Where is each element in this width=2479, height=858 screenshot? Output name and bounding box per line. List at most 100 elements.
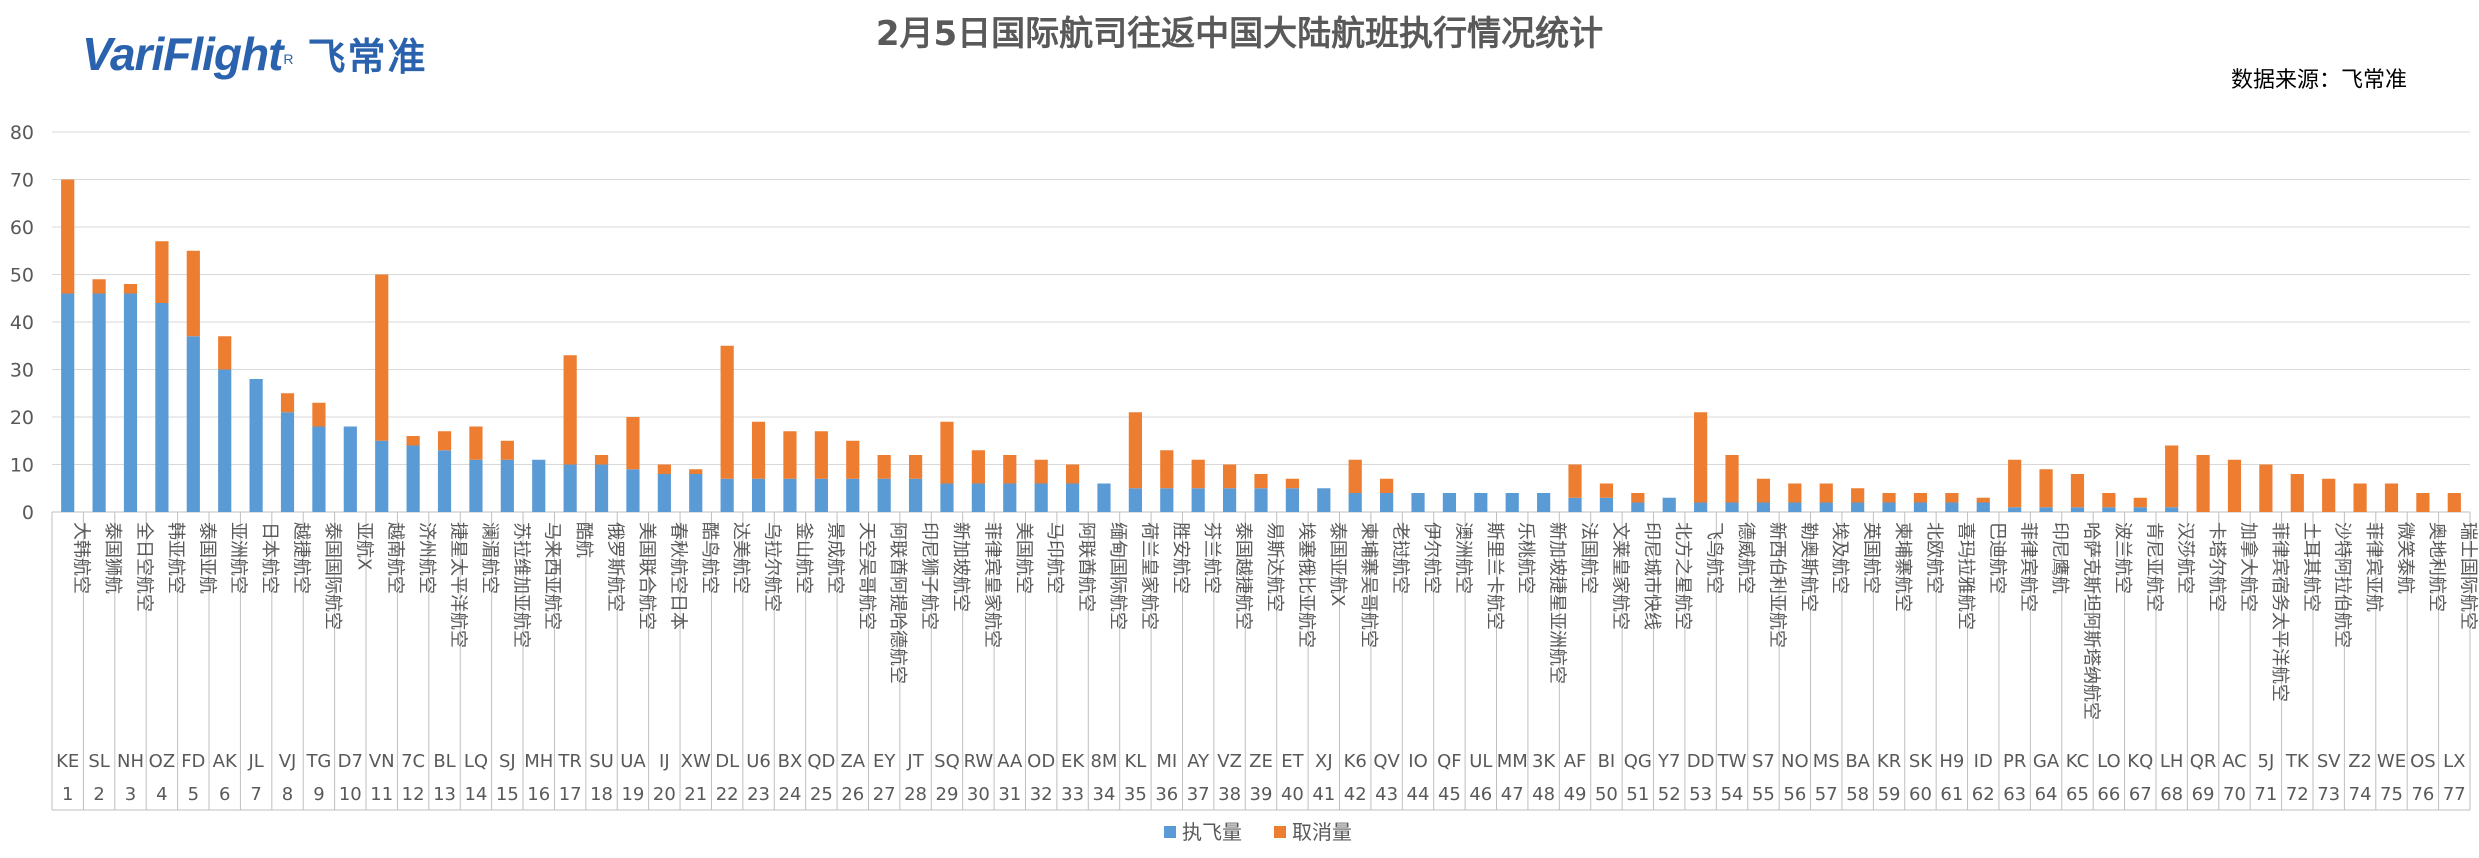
x-category-name: 沙特阿拉伯航空 [2332, 522, 2353, 648]
x-category-code: VN [369, 751, 395, 772]
x-category-index: 46 [1469, 784, 1492, 805]
x-category-index: 60 [1909, 784, 1932, 805]
x-category-code: OS [2410, 751, 2436, 772]
x-category-name: 埃塞俄比亚航空 [1295, 522, 1316, 648]
y-tick-label: 0 [22, 502, 34, 524]
x-category-index: 35 [1124, 784, 1147, 805]
x-category-name: 北方之星航空 [1672, 522, 1693, 630]
x-category-code: D7 [338, 751, 363, 772]
bar-executed [1976, 502, 1990, 512]
x-category-index: 11 [370, 784, 393, 805]
bar-executed [1442, 493, 1457, 512]
bar-cancelled [2322, 478, 2336, 512]
x-category-name: 瑞士国际航空 [2457, 522, 2478, 630]
bar-executed [657, 474, 671, 512]
bar-executed [343, 426, 357, 512]
x-category-index: 18 [590, 784, 613, 805]
x-category-index: 45 [1438, 784, 1461, 805]
bar-executed [1631, 502, 1645, 512]
x-category-code: XJ [1315, 751, 1333, 772]
x-category-code: ID [1974, 751, 1993, 772]
bar-executed [1191, 488, 1205, 512]
x-category-name: 奥地利航空 [2426, 522, 2447, 612]
bar-cancelled [1756, 478, 1771, 503]
bar-executed [1003, 483, 1017, 512]
x-category-index: 34 [1093, 784, 1116, 805]
x-category-name: 英国航空 [1861, 522, 1882, 594]
x-category-code: TR [557, 751, 582, 772]
x-category-index: 33 [1061, 784, 1084, 805]
x-category-name: 土耳其航空 [2300, 522, 2321, 612]
bar-executed [1505, 493, 1519, 512]
bar-cancelled [1003, 455, 1017, 484]
x-category-code: TW [1717, 751, 1747, 772]
x-category-name: 捷星太平洋航空 [448, 522, 469, 648]
bar-cancelled [1945, 493, 1959, 503]
bar-cancelled [2290, 474, 2304, 512]
bar-cancelled [218, 336, 232, 370]
x-category-code: QG [1624, 751, 1652, 772]
x-category-index: 6 [219, 784, 230, 805]
x-category-index: 13 [433, 784, 456, 805]
y-tick-label: 50 [10, 265, 34, 287]
bar-cancelled [1725, 455, 1739, 503]
x-category-index: 72 [2286, 784, 2309, 805]
bar-cancelled [1034, 459, 1048, 484]
x-category-name: 阿联酋阿提哈德航空 [887, 522, 908, 684]
x-category-code: Y7 [1657, 751, 1680, 772]
x-category-index: 19 [621, 784, 644, 805]
bar-cancelled [2353, 483, 2367, 512]
bar-executed [312, 426, 326, 512]
x-category-name: 缅甸国际航空 [1107, 522, 1128, 630]
x-category-name: 德威航空 [1735, 522, 1756, 594]
x-category-name: 菲律宾亚航 [2363, 522, 2384, 612]
x-category-code: 7C [401, 751, 425, 772]
x-category-code: PR [2003, 751, 2026, 772]
x-category-name: 泰国越捷航空 [1233, 522, 1254, 630]
bar-cancelled [877, 455, 891, 479]
bar-executed [563, 464, 577, 512]
bar-cancelled [1568, 464, 1582, 498]
x-category-index: 50 [1595, 784, 1618, 805]
x-category-code: QR [2190, 751, 2217, 772]
bar-executed [1348, 493, 1362, 512]
bar-executed [1537, 493, 1551, 512]
bar-executed [626, 469, 640, 512]
x-category-name: 波兰航空 [2112, 522, 2133, 594]
bar-cancelled [280, 393, 295, 413]
x-category-code: KL [1124, 751, 1146, 772]
x-category-name: 胜安航空 [1170, 522, 1191, 594]
bar-cancelled [783, 431, 797, 479]
x-category-name: 菲律宾航空 [2018, 522, 2039, 612]
x-category-name: 荷兰皇家航空 [1138, 522, 1159, 630]
x-category-index: 71 [2254, 784, 2277, 805]
x-category-index: 57 [1815, 784, 1838, 805]
bar-cancelled [1285, 478, 1299, 489]
bar-cancelled [689, 469, 703, 474]
x-category-name: 天空吴哥航空 [856, 522, 877, 630]
x-category-index: 47 [1501, 784, 1524, 805]
x-category-code: VZ [1217, 751, 1242, 772]
bar-executed [783, 478, 797, 512]
y-tick-label: 10 [10, 455, 34, 477]
x-category-name: 泰国国际航空 [322, 522, 343, 630]
x-category-code: IJ [659, 751, 670, 772]
x-category-index: 17 [559, 784, 582, 805]
x-category-name: 酷鸟航空 [699, 522, 720, 594]
x-category-name: 印尼城市快线 [1641, 522, 1662, 630]
bar-cancelled [626, 417, 640, 470]
x-category-name: 马来西亚航空 [542, 522, 563, 630]
x-category-name: 柬埔寨吴哥航空 [1358, 522, 1379, 648]
bar-executed [2039, 507, 2053, 512]
x-category-index: 69 [2192, 784, 2215, 805]
x-category-index: 22 [716, 784, 739, 805]
x-category-index: 48 [1532, 784, 1555, 805]
bar-cancelled [971, 450, 985, 484]
bar-executed [1128, 488, 1142, 512]
x-category-code: 3K [1532, 751, 1556, 772]
y-tick-label: 20 [10, 407, 34, 429]
y-tick-label: 80 [10, 122, 34, 144]
x-category-index: 9 [313, 784, 324, 805]
bar-cancelled [2102, 493, 2116, 508]
